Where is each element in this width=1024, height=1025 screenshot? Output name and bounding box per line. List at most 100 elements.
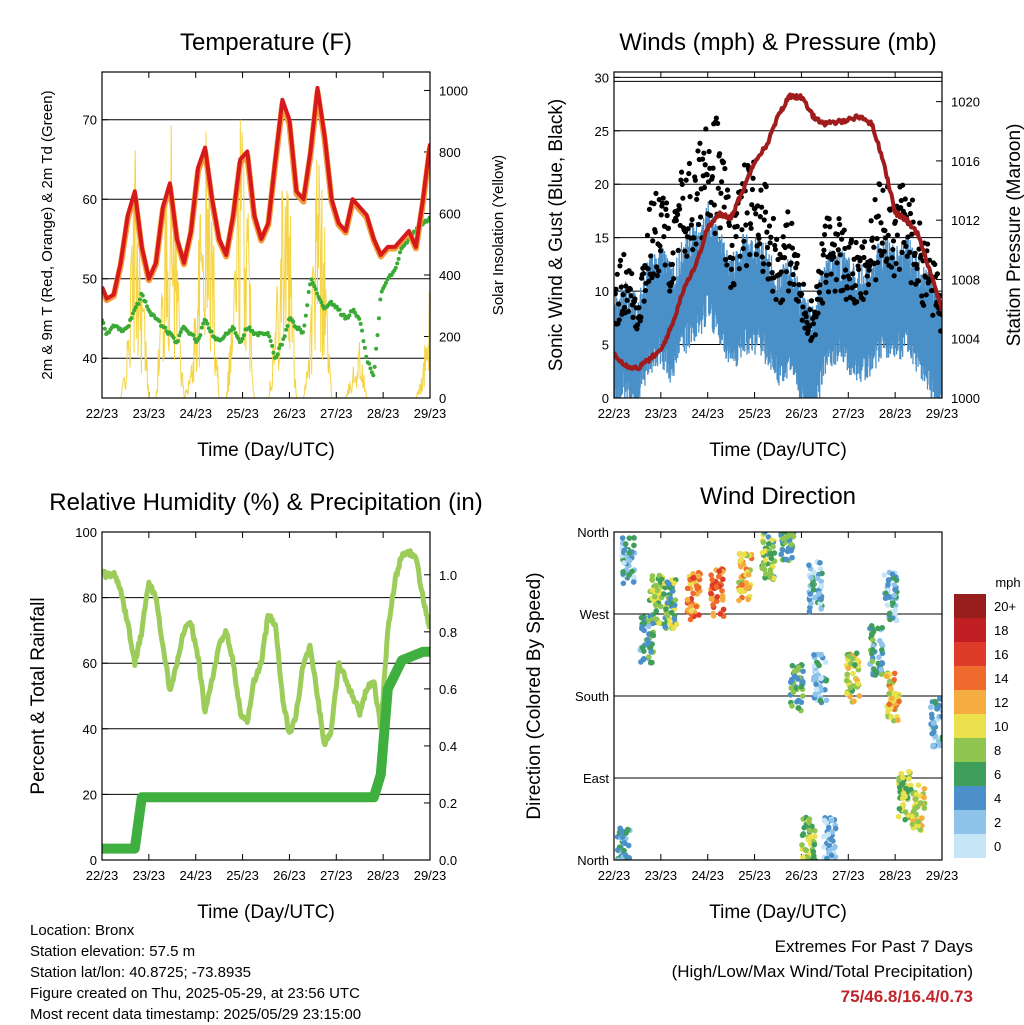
point-gust <box>677 206 683 212</box>
point-gust <box>699 156 706 162</box>
point-direction <box>902 809 909 815</box>
point-gust <box>788 260 794 266</box>
point-gust <box>791 281 797 287</box>
point-direction <box>921 785 928 792</box>
point-gust <box>688 222 695 228</box>
y-tick-label: 40 <box>83 722 97 737</box>
point-gust <box>715 120 721 127</box>
point-dewpoint <box>144 304 149 309</box>
point-direction <box>672 597 679 603</box>
point-direction <box>826 842 833 849</box>
point-gust <box>710 165 716 171</box>
point-gust <box>834 260 840 266</box>
point-direction <box>688 603 694 610</box>
point-direction <box>670 625 677 632</box>
point-direction <box>800 693 806 699</box>
point-direction <box>821 844 827 850</box>
point-direction <box>846 653 852 660</box>
point-gust <box>902 196 908 202</box>
point-gust <box>932 261 938 268</box>
point-direction <box>737 550 743 557</box>
point-direction <box>784 533 791 540</box>
point-direction <box>798 683 804 690</box>
point-direction <box>939 713 942 720</box>
point-gust <box>800 281 807 287</box>
point-gust <box>684 253 690 259</box>
station-info: Location: Bronx Station elevation: 57.5 … <box>30 920 361 1025</box>
point-gust <box>741 238 747 244</box>
point-gust <box>907 210 914 217</box>
point-direction <box>844 671 851 678</box>
point-gust <box>670 250 676 256</box>
point-direction <box>708 595 715 602</box>
point-gust <box>706 148 712 155</box>
point-gust <box>846 244 852 250</box>
point-gust <box>785 209 791 215</box>
point-gust <box>679 181 685 188</box>
point-gust <box>683 177 689 183</box>
point-gust <box>663 206 669 212</box>
point-gust <box>621 251 627 258</box>
point-gust <box>863 290 869 296</box>
point-gust <box>653 190 659 196</box>
point-gust <box>778 269 784 275</box>
point-dewpoint <box>405 240 410 245</box>
point-direction <box>787 679 794 685</box>
point-direction <box>915 822 921 829</box>
point-dewpoint <box>382 283 387 288</box>
y-tick-label: 50 <box>83 272 97 287</box>
point-direction <box>808 574 814 581</box>
point-direction <box>806 827 813 834</box>
x-tick-label: 27/23 <box>320 868 353 883</box>
point-gust <box>823 272 830 278</box>
point-gust <box>891 273 897 279</box>
point-gust <box>869 235 876 241</box>
point-gust <box>766 261 772 267</box>
point-direction <box>811 841 818 848</box>
point-direction <box>786 532 793 535</box>
point-direction <box>719 597 726 603</box>
y-tick-label: 60 <box>83 656 97 671</box>
point-gust <box>877 181 883 188</box>
point-direction <box>631 535 637 541</box>
point-gust <box>634 326 640 332</box>
point-gust <box>749 186 756 193</box>
y-tick-label: West <box>580 607 610 622</box>
point-dewpoint <box>271 350 276 355</box>
point-direction <box>693 603 700 610</box>
point-direction <box>876 637 883 644</box>
point-direction <box>795 705 802 711</box>
point-dewpoint <box>147 309 152 314</box>
point-direction <box>745 596 751 603</box>
point-direction <box>908 782 914 789</box>
point-dewpoint <box>126 324 131 329</box>
point-gust <box>783 269 790 275</box>
point-dewpoint <box>157 319 162 324</box>
point-direction <box>872 672 879 678</box>
point-gust <box>882 227 888 234</box>
point-gust <box>825 289 832 295</box>
point-gust <box>736 266 742 272</box>
point-direction <box>891 582 898 588</box>
y-right-tick-label: 0 <box>439 391 446 406</box>
colorbar-swatch <box>954 714 986 738</box>
point-gust <box>721 204 727 210</box>
point-gust <box>618 284 624 290</box>
point-direction <box>800 854 806 860</box>
point-gust <box>728 266 735 272</box>
point-gust <box>687 194 693 200</box>
point-direction <box>855 680 862 687</box>
point-dewpoint <box>267 334 272 339</box>
point-gust <box>646 278 652 284</box>
point-direction <box>762 557 769 563</box>
point-gust <box>630 314 636 320</box>
point-direction <box>921 794 927 801</box>
point-gust <box>898 197 904 204</box>
point-direction <box>828 817 835 824</box>
point-direction <box>714 598 720 604</box>
point-direction <box>816 590 822 597</box>
point-gust <box>766 223 773 229</box>
point-gust <box>789 245 796 251</box>
point-dewpoint <box>368 366 373 371</box>
point-direction <box>799 842 805 848</box>
